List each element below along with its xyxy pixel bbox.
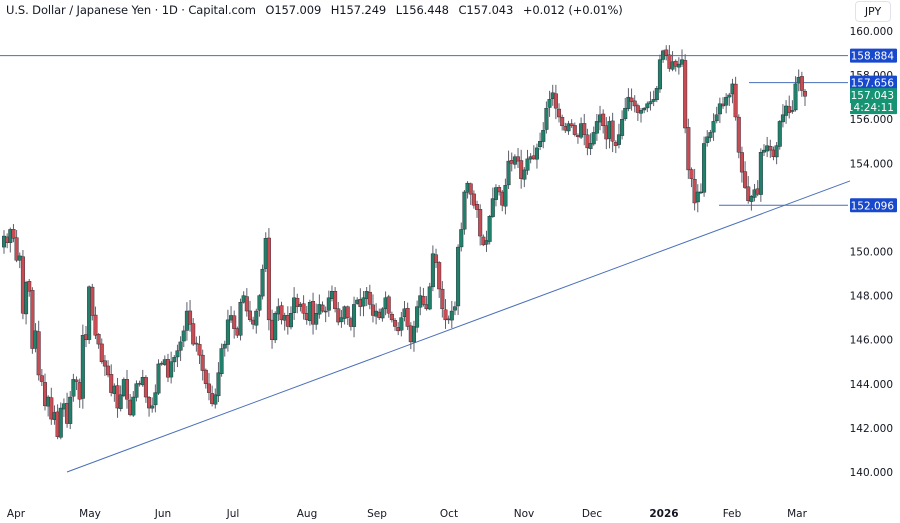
level-price-tag (850, 48, 897, 63)
x-tick-label: Dec (582, 508, 603, 520)
ascending-trendline[interactable] (66, 180, 851, 473)
time-axis[interactable]: Apr May Jun Jul Aug Sep Oct Nov Dec 2026 Feb Mar (7, 508, 808, 520)
symbol-title: U.S. Dollar / Japanese Yen · 1D · Capita… (6, 3, 256, 17)
y-tick-label: 154.000 (850, 158, 893, 170)
chart-legend: U.S. Dollar / Japanese Yen · 1D · Capita… (6, 3, 629, 17)
y-tick-label: 142.000 (850, 423, 893, 435)
x-tick-label: Feb (723, 508, 742, 520)
candlesticks (2, 45, 808, 440)
y-tick-label: 156.000 (850, 114, 893, 126)
x-tick-label: Apr (7, 508, 26, 520)
ohlc-low: L156.448 (395, 3, 449, 17)
ohlc-high: H157.249 (330, 3, 387, 17)
last-price-tag (850, 88, 897, 115)
x-tick-label: Jul (226, 508, 240, 520)
price-change: +0.012 (+0.01%) (522, 3, 623, 17)
x-tick-label: Mar (787, 508, 807, 520)
x-tick-label: Sep (367, 508, 387, 520)
y-tick-label: 160.000 (850, 26, 893, 38)
level-price-tag-text: 158.884 (851, 51, 895, 63)
trendline[interactable] (66, 180, 851, 473)
y-tick-label: 148.000 (850, 291, 893, 303)
level-price-tag-text: 157.656 (851, 78, 895, 90)
y-tick-label: 150.000 (850, 247, 893, 259)
level-price-tag (850, 75, 897, 90)
x-tick-label: May (79, 508, 101, 520)
y-tick-label: 144.000 (850, 379, 893, 391)
y-tick-label: 140.000 (850, 467, 893, 479)
horizontal-levels[interactable] (0, 55, 848, 206)
x-tick-label: Aug (297, 508, 318, 520)
currency-button[interactable]: JPY (855, 1, 891, 22)
level-price-tag (850, 198, 897, 213)
last-price-tag-text: 157.043 (851, 90, 894, 102)
countdown-text: 14:24:11 (847, 102, 894, 114)
y-tick-label: 146.000 (850, 335, 893, 347)
x-tick-label: Oct (440, 508, 458, 520)
x-tick-label: Nov (514, 508, 535, 520)
x-tick-label: 2026 (649, 508, 678, 520)
ohlc-open: O157.009 (265, 3, 322, 17)
x-tick-label: Jun (154, 508, 171, 520)
level-price-tag-text: 152.096 (851, 200, 895, 212)
ohlc-close: C157.043 (458, 3, 514, 17)
